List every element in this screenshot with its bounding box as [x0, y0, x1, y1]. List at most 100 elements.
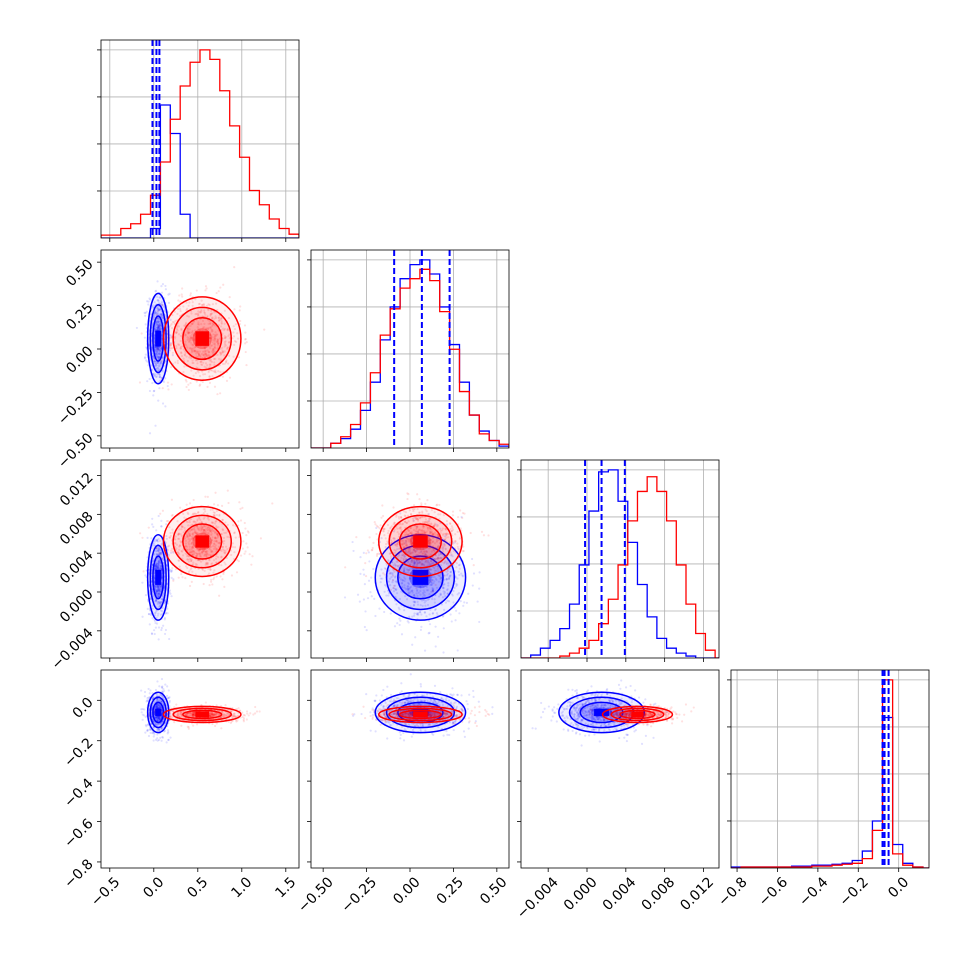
sample-point — [203, 531, 206, 534]
sample-point — [195, 355, 198, 358]
sample-point — [216, 393, 219, 396]
sample-point — [362, 573, 366, 576]
sample-point — [160, 570, 163, 573]
sample-point — [171, 351, 174, 354]
sample-point — [221, 518, 224, 521]
sample-point — [163, 586, 166, 590]
sample-point — [204, 362, 208, 365]
sample-point — [433, 608, 437, 612]
sample-point — [156, 320, 159, 323]
sample-point — [169, 318, 172, 321]
sample-point — [158, 387, 161, 390]
sample-point — [160, 333, 164, 336]
sample-point — [223, 322, 226, 325]
sample-point — [187, 388, 190, 392]
sample-point — [149, 613, 153, 616]
sample-point — [156, 280, 159, 283]
sample-point — [159, 346, 162, 349]
histogram-series-0 — [101, 104, 299, 238]
sample-point — [152, 394, 155, 397]
sample-point — [157, 612, 160, 615]
sample-point — [457, 570, 460, 573]
sample-point — [411, 615, 414, 618]
sample-point — [198, 302, 201, 305]
sample-point — [174, 361, 177, 364]
sample-point — [160, 597, 163, 600]
sample-point — [160, 314, 163, 317]
sample-point — [209, 337, 212, 340]
sample-point — [192, 550, 196, 553]
sample-point — [442, 586, 445, 589]
sample-point — [373, 521, 376, 524]
sample-point — [199, 526, 202, 529]
sample-point — [153, 333, 156, 337]
sample-point — [213, 336, 216, 339]
sample-point — [188, 534, 192, 537]
sample-point — [214, 337, 217, 340]
sample-point — [161, 402, 165, 405]
sample-point — [172, 551, 175, 554]
sample-point — [160, 567, 163, 570]
sample-point — [167, 730, 170, 734]
sample-point — [213, 513, 216, 516]
sample-point — [232, 331, 235, 334]
sample-point — [404, 595, 407, 598]
sample-point — [439, 564, 443, 567]
sample-point — [461, 574, 464, 577]
panel-1-1 — [307, 249, 510, 452]
sample-point — [429, 583, 432, 587]
sample-point — [221, 362, 225, 366]
sample-point — [161, 282, 165, 286]
sample-point — [216, 533, 219, 536]
sample-point — [202, 517, 205, 520]
sample-point — [440, 603, 443, 606]
sample-point — [151, 588, 154, 591]
sample-point — [224, 340, 227, 343]
sample-point — [157, 547, 160, 550]
sample-point — [177, 537, 180, 540]
sample-point — [211, 529, 214, 532]
sample-point — [151, 591, 154, 594]
sample-point — [435, 569, 438, 572]
sample-point — [355, 536, 358, 539]
sample-point — [153, 542, 156, 546]
sample-point — [428, 562, 431, 565]
sample-point — [159, 736, 162, 739]
sample-point — [219, 575, 222, 578]
sample-point — [199, 360, 202, 363]
sample-point — [205, 287, 208, 290]
sample-point — [185, 535, 188, 538]
sample-point — [235, 340, 238, 343]
sample-point — [243, 552, 246, 555]
sample-point — [155, 562, 158, 565]
sample-point — [153, 346, 157, 349]
sample-point — [228, 376, 232, 379]
sample-point — [422, 585, 425, 589]
sample-point — [157, 320, 160, 323]
sample-point — [352, 549, 355, 553]
sample-point — [200, 323, 203, 326]
sample-point — [158, 592, 161, 596]
sample-point — [195, 554, 198, 557]
sample-point — [203, 356, 207, 359]
sample-point — [151, 604, 154, 607]
sample-point — [179, 540, 182, 543]
sample-point — [420, 613, 423, 616]
sample-point — [245, 340, 248, 344]
sample-point — [383, 590, 386, 593]
sample-point — [461, 512, 465, 515]
sample-point — [179, 347, 182, 350]
sample-point — [154, 565, 157, 568]
sample-point — [416, 588, 419, 591]
sample-point — [166, 607, 169, 610]
sample-point — [214, 537, 217, 540]
sample-point — [412, 519, 415, 522]
sample-point — [187, 304, 190, 307]
sample-point — [192, 332, 195, 335]
sample-point — [364, 562, 367, 565]
sample-point — [245, 542, 248, 545]
sample-point — [206, 550, 209, 553]
sample-point — [190, 558, 193, 561]
sample-point — [218, 357, 221, 361]
sample-point — [209, 332, 212, 335]
